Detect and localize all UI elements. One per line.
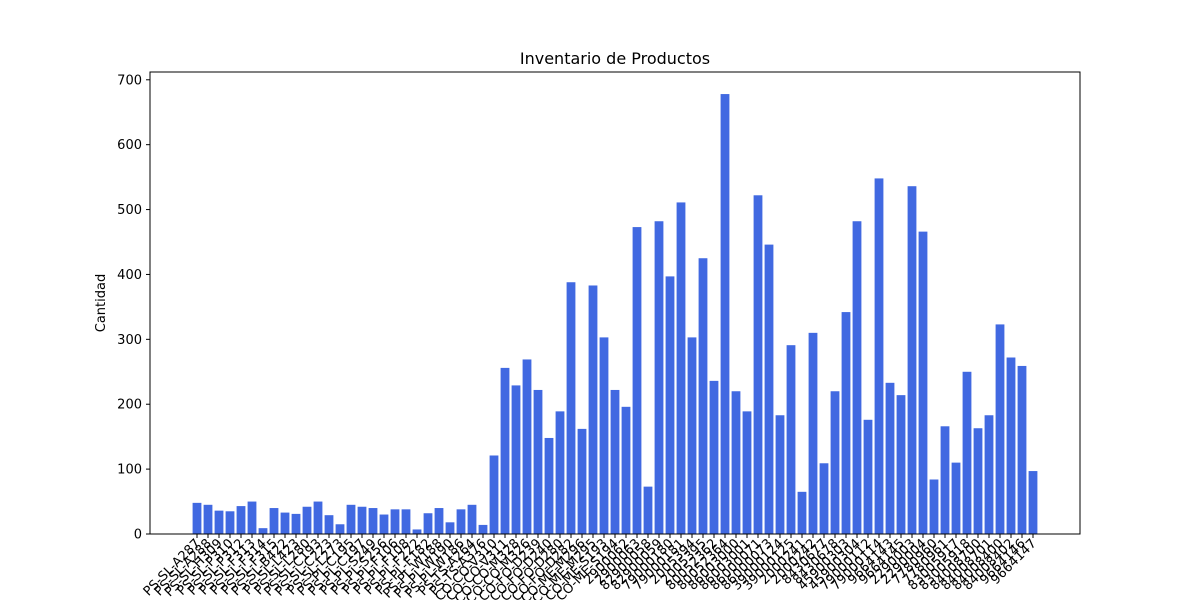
bar <box>225 511 235 534</box>
bar <box>203 504 213 534</box>
bar <box>742 411 752 534</box>
y-tick-label: 400 <box>117 268 142 283</box>
bar <box>698 258 708 534</box>
bar <box>577 428 587 534</box>
bar <box>1028 471 1038 534</box>
bar <box>302 506 312 534</box>
bar <box>874 178 884 535</box>
bar <box>335 524 345 534</box>
bar <box>1006 357 1016 534</box>
bar <box>797 491 807 534</box>
bar <box>1017 365 1027 534</box>
bar <box>533 389 543 534</box>
bar <box>676 202 686 534</box>
bar <box>775 415 785 534</box>
y-axis-label: Cantidad <box>94 274 109 332</box>
bar <box>236 506 246 534</box>
bar <box>192 502 202 534</box>
bar <box>731 391 741 534</box>
bar <box>599 337 609 534</box>
bar <box>852 221 862 534</box>
bar <box>841 312 851 534</box>
bar <box>808 332 818 534</box>
bar <box>819 463 829 534</box>
bar <box>258 528 268 534</box>
bar <box>665 276 675 534</box>
bar <box>764 244 774 534</box>
bar <box>896 395 906 534</box>
bar <box>346 504 356 534</box>
bar <box>907 186 917 534</box>
bar <box>269 508 279 534</box>
bar <box>423 513 433 534</box>
bar <box>324 515 334 534</box>
plot-frame <box>149 71 1081 535</box>
y-tick-label: 500 <box>117 203 142 218</box>
bar <box>247 501 257 534</box>
bar <box>445 522 455 534</box>
bar <box>489 455 499 534</box>
bar <box>918 231 928 534</box>
bar <box>555 411 565 534</box>
bar <box>467 504 477 534</box>
bar <box>412 529 422 534</box>
bar <box>830 391 840 534</box>
bar <box>566 282 576 534</box>
bar <box>643 486 653 534</box>
bar <box>214 510 224 534</box>
bar <box>863 419 873 534</box>
bar <box>940 426 950 534</box>
bar <box>654 221 664 534</box>
bar <box>511 385 521 534</box>
bar <box>632 227 642 534</box>
bar <box>951 462 961 534</box>
bar <box>709 380 719 534</box>
y-tick-label: 200 <box>117 398 142 413</box>
bar <box>313 501 323 534</box>
y-tick-label: 300 <box>117 333 142 348</box>
bar <box>544 437 554 534</box>
y-tick-label: 600 <box>117 138 142 153</box>
chart-title: Inventario de Productos <box>520 49 710 68</box>
bar <box>280 512 290 534</box>
bar <box>984 415 994 534</box>
bar <box>379 514 389 534</box>
y-tick-label: 700 <box>117 73 142 88</box>
bar <box>456 509 466 534</box>
bar <box>478 524 488 534</box>
bar <box>720 94 730 534</box>
bar <box>929 479 939 534</box>
bar <box>753 195 763 535</box>
bar <box>687 337 697 534</box>
y-tick-label: 0 <box>134 528 142 543</box>
bar <box>885 382 895 534</box>
bar <box>522 359 532 534</box>
bar <box>401 509 411 534</box>
bar <box>786 345 796 534</box>
bar <box>588 285 598 534</box>
bar <box>434 508 444 534</box>
bar <box>621 406 631 534</box>
bar <box>500 367 510 534</box>
bar <box>962 371 972 534</box>
bar <box>995 324 1005 534</box>
bar <box>610 389 620 534</box>
bar <box>357 506 367 534</box>
y-tick-label: 100 <box>117 463 142 478</box>
bar <box>973 428 983 534</box>
bar <box>368 508 378 534</box>
bar <box>291 513 301 534</box>
bar <box>390 509 400 534</box>
